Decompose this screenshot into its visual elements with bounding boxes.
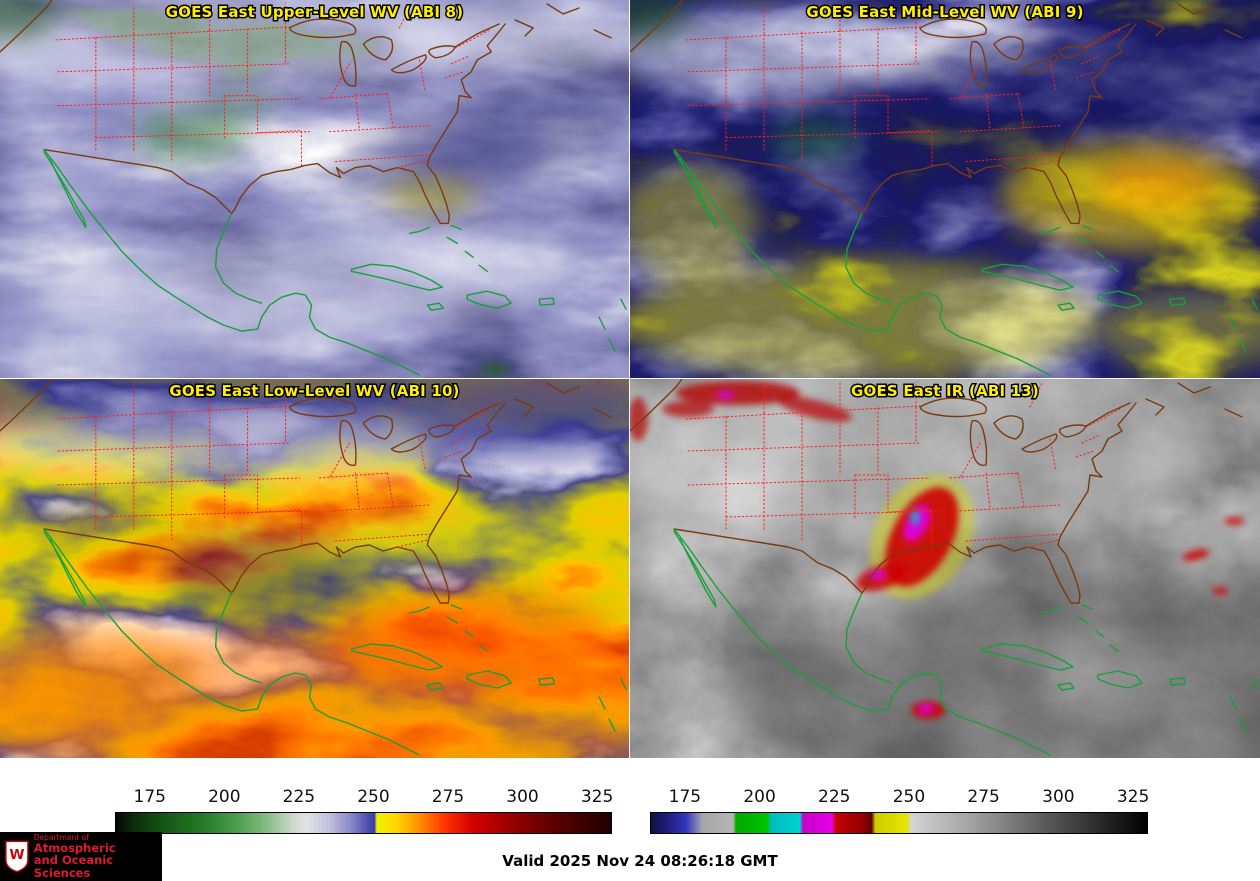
wv-colorbar: 175 200 225 250 275 300 325 [115, 786, 614, 834]
crest-letter: W [9, 846, 24, 862]
satellite-image-abi13: GOES East IR (ABI 13) [630, 379, 1260, 758]
uw-crest-icon: W [5, 840, 29, 872]
satellite-image-abi8: GOES East Upper-Level WV (ABI 8) [0, 0, 629, 378]
logo-line-department: Department of [33, 832, 89, 842]
upper-wv-moisture-features [0, 0, 629, 372]
colorbar-tick: 250 [892, 787, 926, 807]
colorbar-tick: 325 [1116, 787, 1150, 807]
wv-colorbar-gradient [115, 812, 612, 834]
satellite-image-abi10: GOES East Low-Level WV (ABI 10) [0, 379, 629, 758]
panel-low-level-wv: GOES East Low-Level WV (ABI 10) [0, 379, 630, 758]
colorbar-tick: 250 [357, 787, 390, 807]
colorbar-tick: 275 [431, 787, 465, 807]
panel-title-abi9: GOES East Mid-Level WV (ABI 9) [806, 3, 1083, 21]
panel-title-abi10: GOES East Low-Level WV (ABI 10) [169, 382, 459, 400]
colorbar-tick: 325 [580, 787, 614, 807]
colorbar-tick: 225 [282, 787, 316, 807]
panel-title-abi13: GOES East IR (ABI 13) [851, 382, 1039, 400]
colorbar-tick: 225 [818, 787, 851, 807]
panel-upper-level-wv: GOES East Upper-Level WV (ABI 8) [0, 0, 630, 379]
colorbar-tick: 300 [1042, 787, 1075, 807]
colorbar-tick: 275 [967, 787, 1000, 807]
colorbar-tick: 175 [133, 787, 167, 807]
footer: 175 200 225 250 275 300 325 175 200 225 250 275 300… [0, 758, 1260, 881]
colorbar-tick: 200 [208, 787, 241, 807]
logo-text: Department of Atmospheric and Oceanic Sc… [33, 832, 157, 880]
ir-temperature-fields [630, 379, 1260, 758]
ir-colorbar-gradient [650, 812, 1148, 834]
colorbar-tick: 175 [668, 787, 702, 807]
wv-colorbar-ticks: 175 200 225 250 275 300 325 [115, 786, 614, 812]
satellite-image-abi9: GOES East Mid-Level WV (ABI 9) [630, 0, 1260, 378]
valid-time-label: Valid 2025 Nov 24 08:26:18 GMT [502, 852, 778, 870]
mid-wv-moisture-features [630, 0, 1260, 378]
panel-mid-level-wv: GOES East Mid-Level WV (ABI 9) [630, 0, 1260, 379]
colorbar-tick: 300 [506, 787, 539, 807]
colorbar-tick: 200 [743, 787, 776, 807]
panel-title-abi8: GOES East Upper-Level WV (ABI 8) [166, 3, 464, 21]
logo-line-oceanic: and Oceanic Sciences [33, 853, 114, 880]
satellite-grid: GOES East Upper-Level WV (ABI 8) [0, 0, 1260, 758]
low-wv-moisture-features [0, 379, 629, 758]
logo-line-atmospheric: Atmospheric [33, 840, 116, 855]
aos-department-logo: W Department of Atmospheric and Oceanic … [0, 832, 162, 881]
ir-colorbar: 175 200 225 250 275 300 325 [650, 786, 1150, 834]
panel-ir: GOES East IR (ABI 13) [630, 379, 1260, 758]
ir-colorbar-ticks: 175 200 225 250 275 300 325 [650, 786, 1150, 812]
